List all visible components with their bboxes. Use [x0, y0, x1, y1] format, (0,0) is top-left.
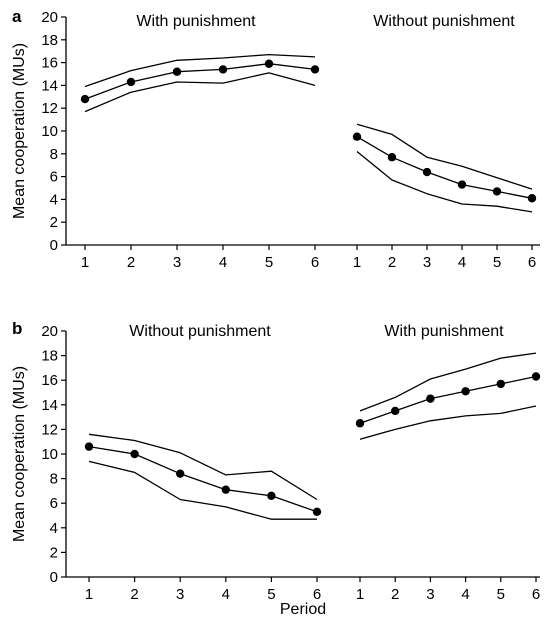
series-line-lower	[88, 460, 317, 520]
y-tick-label: 18	[41, 32, 58, 49]
series-line-mean	[359, 375, 537, 424]
panel-letter: b	[12, 319, 22, 338]
series-line-lower	[84, 72, 316, 113]
y-tick-label: 4	[50, 191, 58, 208]
series-line-mean	[356, 136, 533, 199]
mean-point	[218, 65, 228, 74]
x-tick-label: 1	[356, 586, 364, 603]
panel-letter: a	[12, 7, 22, 26]
mean-point	[355, 419, 365, 428]
mean-point	[422, 167, 432, 177]
x-tick-label: 3	[423, 254, 431, 271]
y-tick-label: 2	[50, 214, 58, 231]
mean-point	[264, 59, 274, 68]
x-tick-label: 5	[265, 254, 273, 271]
mean-point	[352, 132, 362, 141]
mean-point	[310, 65, 320, 74]
x-tick-label: 1	[353, 254, 361, 271]
y-tick-label: 4	[50, 520, 58, 537]
mean-point	[527, 194, 537, 203]
x-tick-label: 5	[267, 586, 275, 603]
mean-point	[80, 94, 90, 104]
y-axis-label: Mean cooperation (MUs)	[11, 43, 28, 219]
y-tick-label: 10	[41, 123, 58, 140]
x-tick-label: 6	[528, 254, 536, 271]
mean-point	[391, 406, 400, 416]
mean-point	[457, 180, 467, 189]
x-tick-label: 6	[311, 254, 319, 271]
y-tick-label: 6	[50, 169, 58, 186]
mean-point	[531, 372, 541, 381]
series-line-upper	[359, 352, 537, 412]
series-line-lower	[356, 150, 533, 213]
y-tick-label: 10	[41, 446, 58, 463]
y-tick-label: 0	[50, 569, 58, 586]
series-line-upper	[84, 53, 316, 88]
x-tick-label: 4	[219, 254, 227, 271]
series-line-mean	[84, 63, 316, 100]
series-line-lower	[359, 405, 537, 440]
y-tick-label: 20	[41, 323, 58, 340]
y-tick-label: 8	[50, 146, 58, 163]
mean-point	[492, 187, 502, 196]
x-tick-label: 4	[458, 254, 466, 271]
group-title: With punishment	[384, 323, 504, 340]
y-tick-label: 6	[50, 495, 58, 512]
group-title: With punishment	[136, 13, 256, 30]
mean-point	[426, 394, 435, 403]
mean-point	[387, 153, 397, 162]
x-tick-label: 5	[493, 254, 501, 271]
mean-point	[172, 67, 182, 76]
x-tick-label: 2	[130, 586, 138, 603]
mean-point	[84, 442, 94, 451]
mean-point	[176, 469, 185, 478]
mean-point	[126, 77, 136, 87]
x-tick-label: 6	[532, 586, 540, 603]
x-tick-label: 2	[388, 254, 396, 271]
x-tick-label: 2	[391, 586, 399, 603]
mean-point	[130, 449, 139, 459]
x-tick-label: 1	[81, 254, 89, 271]
y-tick-label: 12	[41, 100, 58, 117]
series-line-upper	[356, 123, 533, 190]
x-tick-label: 4	[461, 586, 469, 603]
y-tick-label: 0	[50, 237, 58, 254]
y-tick-label: 16	[41, 372, 58, 389]
group-title: Without punishment	[129, 323, 271, 340]
mean-point	[312, 507, 322, 517]
y-tick-label: 8	[50, 471, 58, 488]
y-tick-label: 14	[41, 77, 58, 94]
x-axis-label: Period	[280, 601, 326, 618]
x-tick-label: 4	[222, 586, 230, 603]
mean-point	[267, 491, 276, 501]
series-line-mean	[88, 445, 318, 513]
y-tick-label: 20	[41, 9, 58, 26]
group-title: Without punishment	[373, 13, 515, 30]
mean-point	[461, 387, 470, 396]
y-axis-label: Mean cooperation (MUs)	[11, 366, 28, 542]
x-tick-label: 2	[127, 254, 135, 271]
mean-point	[221, 485, 230, 494]
x-tick-label: 3	[176, 586, 184, 603]
y-tick-label: 18	[41, 348, 58, 365]
y-tick-label: 14	[41, 397, 58, 414]
x-tick-label: 3	[173, 254, 181, 271]
x-tick-label: 3	[426, 586, 434, 603]
y-tick-label: 16	[41, 55, 58, 72]
y-tick-label: 12	[41, 421, 58, 438]
x-tick-label: 1	[85, 586, 93, 603]
x-tick-label: 6	[313, 586, 321, 603]
y-tick-label: 2	[50, 544, 58, 561]
mean-point	[496, 379, 505, 389]
series-line-upper	[88, 433, 318, 501]
x-tick-label: 5	[497, 586, 505, 603]
